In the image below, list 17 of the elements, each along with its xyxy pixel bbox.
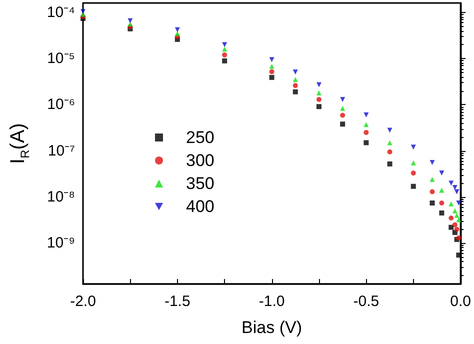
y-tick-label: 10⁻⁶ <box>47 96 75 114</box>
y-tick-label: 10⁻⁷ <box>48 142 75 160</box>
y-axis-title: IR(A) <box>7 123 32 164</box>
x-tick-label: -2.0 <box>70 293 96 310</box>
legend-label: 250 <box>186 128 214 147</box>
y-tick-label: 10⁻⁴ <box>46 4 75 21</box>
legend-label: 300 <box>186 151 214 170</box>
x-tick-label: -1.0 <box>258 293 285 310</box>
y-tick-label: 10⁻⁵ <box>47 50 75 68</box>
x-axis-title: Bias (V) <box>242 318 302 337</box>
y-tick-label: 10⁻⁹ <box>46 234 75 252</box>
legend-label: 400 <box>186 197 214 216</box>
legend-label: 350 <box>186 174 214 193</box>
x-tick-label: -1.5 <box>164 293 190 310</box>
y-tick-label: 10⁻⁸ <box>46 188 75 206</box>
x-tick-label: 0.0 <box>450 293 472 310</box>
x-tick-label: -0.5 <box>353 293 380 310</box>
